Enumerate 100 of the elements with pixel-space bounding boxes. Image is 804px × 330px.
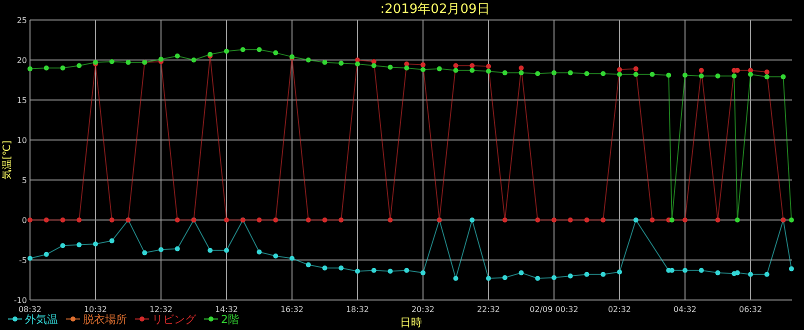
x-tick-label: 20:32 <box>411 305 435 314</box>
point <box>617 270 622 274</box>
point <box>306 58 311 62</box>
point <box>224 248 230 253</box>
point <box>256 218 262 222</box>
point <box>502 275 508 280</box>
point <box>486 64 492 69</box>
point <box>470 63 475 68</box>
point <box>158 247 164 252</box>
chart-title: :2019年02月09日 <box>380 2 490 17</box>
point <box>552 275 557 280</box>
point <box>28 66 32 72</box>
point <box>273 218 278 222</box>
point <box>715 218 720 222</box>
point <box>322 266 328 270</box>
point <box>306 262 311 268</box>
y-tick-label: -5 <box>19 256 27 265</box>
point <box>28 256 32 261</box>
point <box>470 68 475 73</box>
point <box>650 72 655 77</box>
point <box>734 270 740 276</box>
point <box>256 47 262 52</box>
point <box>552 70 557 76</box>
point <box>669 218 674 222</box>
point <box>552 218 557 222</box>
x-tick-label: 18:32 <box>346 305 370 314</box>
point <box>371 63 376 68</box>
point <box>355 268 360 274</box>
point <box>715 270 720 276</box>
point <box>453 276 458 281</box>
point <box>109 59 114 64</box>
x-tick-label: 02/09 00:32 <box>530 305 578 314</box>
point <box>306 218 311 222</box>
point <box>650 218 655 222</box>
point <box>224 218 230 222</box>
x-tick-label: 16:32 <box>280 305 304 314</box>
point <box>191 58 196 62</box>
y-tick-label: 20 <box>16 56 27 65</box>
point <box>764 70 770 74</box>
point <box>518 270 524 276</box>
point <box>633 72 638 77</box>
x-tick-label: 22:32 <box>476 305 500 314</box>
point <box>698 74 704 78</box>
x-tick-label: 12:32 <box>149 305 173 314</box>
point <box>600 71 606 76</box>
point <box>420 67 426 72</box>
point <box>388 218 393 222</box>
point <box>44 252 49 257</box>
point <box>355 62 360 66</box>
point <box>535 71 540 76</box>
point <box>338 266 344 270</box>
point <box>748 272 754 277</box>
point <box>60 243 66 248</box>
point <box>60 66 66 70</box>
point <box>584 272 590 277</box>
point <box>388 64 393 70</box>
point <box>76 242 82 248</box>
point <box>682 218 688 222</box>
point <box>682 72 688 78</box>
point <box>535 276 540 281</box>
legend-label: 2階 <box>221 313 239 326</box>
point <box>338 218 344 222</box>
point <box>256 250 262 254</box>
point <box>788 266 794 272</box>
point <box>174 218 180 222</box>
point <box>584 218 590 222</box>
point <box>240 47 246 52</box>
point <box>748 72 754 77</box>
point <box>44 218 49 222</box>
point <box>734 218 740 222</box>
point <box>322 218 328 222</box>
point <box>518 66 524 70</box>
y-tick-label: -10 <box>14 296 27 305</box>
point <box>453 68 458 73</box>
x-tick-label: 06:32 <box>738 305 762 314</box>
point <box>28 218 32 222</box>
point <box>338 60 344 66</box>
legend-label: 外気温 <box>25 313 58 326</box>
legend-label: 脱衣場所 <box>83 313 127 326</box>
x-tick-label: 02:32 <box>608 305 632 314</box>
point <box>633 66 638 72</box>
point <box>420 62 426 68</box>
point <box>404 268 410 273</box>
point <box>322 60 328 65</box>
x-tick-label: 10:32 <box>84 305 108 314</box>
point <box>470 218 475 222</box>
point <box>764 74 770 80</box>
point <box>76 218 82 222</box>
y-tick-label: 25 <box>16 16 27 25</box>
point <box>600 218 606 222</box>
point <box>158 56 164 62</box>
legend-label: リビング <box>152 313 197 326</box>
point <box>290 256 295 261</box>
point <box>732 74 737 78</box>
y-tick-label: 10 <box>16 136 27 145</box>
point <box>76 63 82 68</box>
point <box>208 248 213 253</box>
point <box>44 66 49 70</box>
point <box>273 254 278 258</box>
x-axis-title: 日時 <box>400 316 422 329</box>
